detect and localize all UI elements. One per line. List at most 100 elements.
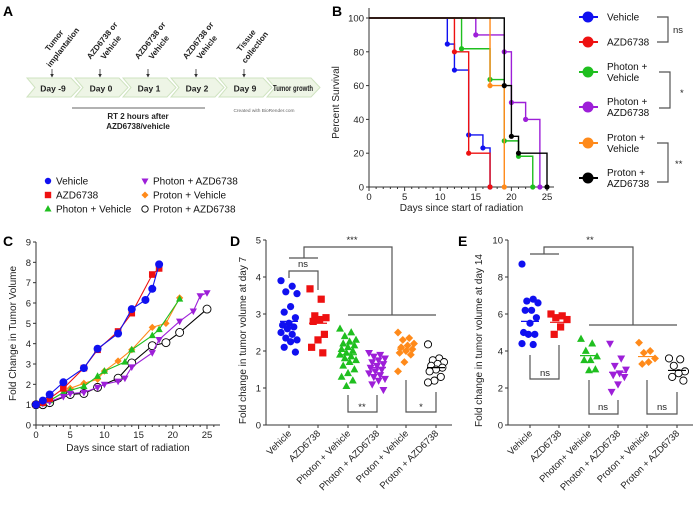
growth-marker (127, 305, 136, 314)
panel-label-c: C (3, 233, 13, 249)
dot-marker (585, 366, 593, 374)
dot-marker (374, 377, 383, 385)
sig-label: * (680, 88, 684, 99)
legend-label: AZD6738 (607, 108, 650, 119)
event-arrow-head-icon (242, 74, 246, 78)
legend-label: AZD6738 (56, 191, 99, 202)
dot-marker (293, 336, 301, 344)
y-tick-label: 8 (26, 258, 31, 269)
dot-marker (291, 348, 299, 356)
survival-line-3 (369, 17, 541, 187)
x-tick-label: 25 (202, 430, 213, 441)
dot-marker (423, 378, 433, 387)
sig-bracket (659, 71, 671, 109)
timeline-step-label: Day -9 (40, 84, 66, 94)
y-tick-label: 5 (26, 319, 31, 330)
dot-marker (523, 297, 531, 305)
survival-marker (451, 49, 458, 55)
dot-marker (664, 354, 674, 363)
x-axis-label: Days since start of radiation (66, 443, 189, 454)
dot-marker (395, 348, 404, 357)
legend-label: Proton + AZD6738 (153, 205, 236, 216)
dot-marker (436, 372, 445, 381)
growth-marker (196, 293, 204, 300)
dot-marker (398, 335, 407, 344)
panel-label-d: D (230, 233, 240, 249)
legend-label: Vehicle (56, 177, 89, 188)
legend-marker (582, 137, 594, 149)
legend-label: Proton + Vehicle (153, 191, 227, 202)
survival-marker (451, 67, 458, 73)
dot-marker (644, 358, 653, 367)
timeline-step-chevron (121, 77, 177, 98)
sig-bracket (657, 16, 669, 43)
dot-marker (291, 314, 299, 322)
growth-marker (59, 378, 68, 387)
sig-bracket (646, 380, 678, 415)
growth-marker (100, 367, 109, 374)
timeline-step-chevron (169, 77, 225, 98)
growth-marker (176, 318, 184, 326)
survival-marker (473, 32, 479, 38)
sig-label: * (419, 402, 423, 413)
legend-marker (44, 191, 52, 199)
dot-marker (374, 357, 383, 365)
growth-marker (45, 390, 54, 399)
dot-marker (280, 343, 288, 351)
legend-marker (44, 177, 52, 185)
legend-label: Vehicle (607, 144, 640, 155)
dot-marker (591, 365, 600, 373)
sig-label: ns (598, 402, 608, 413)
y-tick-label: 6 (498, 310, 503, 321)
y-tick-label: 0 (359, 183, 364, 194)
y-tick-label: 6 (26, 299, 31, 310)
event-arrow-head-icon (50, 74, 54, 78)
growth-marker (32, 400, 40, 409)
dot-marker (550, 330, 558, 338)
dot-marker (400, 358, 409, 367)
x-tick-label: Proton + AZD6738 (378, 428, 441, 491)
dot-marker (317, 295, 325, 303)
dot-marker (339, 339, 348, 347)
dot-marker (614, 381, 622, 389)
y-tick-label: 5 (256, 236, 261, 247)
growth-marker (148, 271, 156, 278)
legend-label: Photon + (607, 97, 647, 108)
rt-note: RT 2 hours after (107, 112, 168, 121)
timeline-step-chevron (73, 77, 129, 98)
growth-marker (202, 304, 212, 314)
dot-marker (309, 317, 317, 325)
dot-marker (290, 323, 298, 331)
timeline-step-label: Day 1 (138, 84, 161, 94)
y-axis-label: Fold change in tumor volume at day 14 (474, 254, 485, 427)
growth-marker (148, 323, 156, 332)
dot-marker (406, 350, 415, 359)
legend-label: Photon + AZD6738 (153, 177, 238, 188)
dot-marker (365, 349, 373, 358)
x-tick-label: 10 (435, 192, 446, 203)
y-tick-label: 8 (498, 273, 503, 284)
growth-marker (59, 393, 67, 401)
dot-marker (377, 366, 386, 374)
dot-marker (344, 368, 352, 377)
y-tick-label: 2 (498, 384, 503, 395)
dot-marker (288, 282, 296, 290)
dot-marker (526, 319, 534, 327)
survival-marker (444, 41, 450, 47)
growth-marker (203, 290, 211, 297)
survival-line-0 (369, 17, 491, 187)
x-tick-label: 20 (506, 192, 517, 203)
sig-bracket (529, 345, 560, 380)
legend-marker (141, 178, 149, 185)
dot-marker (518, 340, 526, 348)
survival-marker (508, 133, 514, 139)
dot-marker (287, 338, 295, 346)
survival-marker (537, 184, 543, 190)
dot-marker (347, 352, 356, 360)
dot-marker (369, 353, 378, 361)
growth-marker (121, 358, 129, 365)
dot-marker (340, 354, 349, 362)
growth-marker (114, 357, 122, 365)
growth-marker (175, 328, 185, 337)
